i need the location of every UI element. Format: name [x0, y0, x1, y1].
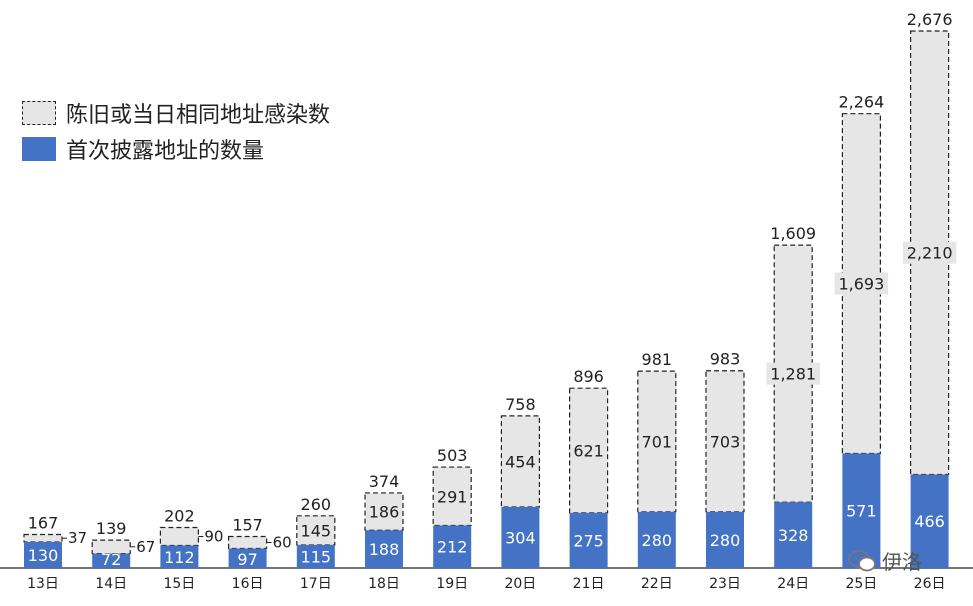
legend-label-old: 陈旧或当日相同地址感染数 — [66, 103, 331, 128]
x-tick-label: 26日 — [914, 576, 946, 592]
data-label-total: 896 — [573, 367, 604, 386]
bar-segment-new — [501, 506, 540, 568]
data-label-new: 275 — [573, 531, 604, 550]
bar-segment-old — [159, 526, 199, 547]
x-tick-label: 17日 — [300, 576, 332, 592]
data-label-new: 280 — [642, 531, 673, 550]
bar-segment-new — [24, 541, 62, 568]
data-label-old: 145 — [301, 521, 332, 540]
data-label-new: 304 — [505, 528, 536, 547]
data-label-new: 571 — [846, 502, 877, 521]
data-label-new: 212 — [437, 538, 468, 557]
bar-segment-old — [228, 535, 268, 550]
data-label-total: 2,676 — [907, 10, 953, 29]
x-tick-label: 21日 — [573, 576, 605, 592]
data-label-new: 130 — [28, 546, 59, 565]
data-label-new: 115 — [301, 547, 332, 566]
data-label-new: 328 — [778, 526, 809, 545]
data-label-total: 260 — [301, 495, 332, 514]
data-label-old-bg — [503, 450, 538, 473]
data-label-old-bg — [707, 430, 743, 453]
bar-segment-new — [92, 553, 131, 568]
legend-label-new: 首次披露地址的数量 — [66, 139, 265, 164]
data-label-total: 157 — [232, 515, 263, 534]
data-label-old: 67 — [136, 538, 155, 556]
data-label-old: 1,693 — [838, 275, 884, 294]
data-label-total: 981 — [642, 350, 673, 369]
x-tick-label: 20日 — [504, 576, 536, 592]
watermark-text: 伊洛 — [882, 550, 922, 574]
data-label-old: 703 — [710, 432, 741, 451]
x-tick-label: 22日 — [641, 576, 673, 592]
data-label-old-bg — [834, 272, 889, 295]
data-label-total: 139 — [96, 519, 127, 538]
bar-segment-new — [774, 502, 813, 568]
data-label-old: 454 — [505, 452, 536, 471]
legend-swatch-old — [22, 101, 56, 125]
data-label-total: 983 — [710, 350, 741, 369]
wechat-icon — [848, 549, 876, 571]
data-label-old-bg — [902, 241, 957, 264]
x-tick-label: 16日 — [232, 576, 264, 592]
bar-segment-new — [706, 511, 744, 568]
bar-segment-new — [160, 545, 199, 568]
data-label-total: 2,264 — [838, 93, 884, 112]
bar-segment-new — [433, 525, 472, 568]
data-label-new: 72 — [101, 550, 121, 569]
data-label-new: 466 — [914, 512, 945, 531]
legend-item-new: 首次披露地址的数量 — [22, 136, 330, 164]
data-label-old-bg — [366, 500, 402, 523]
watermark: 伊洛 — [848, 546, 922, 575]
data-label-total: 374 — [369, 472, 400, 491]
bar-segment-old — [23, 533, 63, 543]
x-tick-label: 14日 — [95, 576, 127, 592]
data-label-new: 280 — [710, 531, 741, 550]
x-tick-label: 25日 — [845, 576, 877, 592]
data-label-new: 97 — [237, 550, 257, 569]
data-label-old-bg — [639, 430, 675, 453]
bar-segment-new — [228, 548, 267, 568]
bar-segment-new — [637, 511, 676, 568]
x-tick-label: 23日 — [709, 576, 741, 592]
data-label-old: 1,281 — [770, 365, 816, 384]
labels-group: 130 37 167 13日 72 67 139 14日 112 90 202 15日 97 60 157 1… — [27, 10, 957, 592]
data-label-old: 621 — [573, 442, 604, 461]
data-label-total: 202 — [164, 506, 195, 525]
data-label-old: 60 — [273, 534, 292, 552]
data-label-old-bg — [298, 519, 334, 542]
bar-segment-new — [910, 474, 949, 568]
legend: 陈旧或当日相同地址感染数 首次披露地址的数量 — [22, 100, 330, 172]
data-label-old: 186 — [369, 503, 400, 522]
bar-segment-new — [842, 453, 881, 568]
bar-segment-new — [365, 530, 403, 568]
x-tick-label: 19日 — [436, 576, 468, 592]
data-label-old-bg — [766, 362, 820, 385]
bar-segment-new — [569, 512, 608, 568]
x-tick-label: 24日 — [777, 576, 809, 592]
data-label-total: 758 — [505, 395, 536, 414]
data-label-total: 167 — [28, 513, 59, 532]
data-label-old: 701 — [642, 432, 673, 451]
data-label-old-bg — [434, 485, 470, 508]
x-tick-label: 18日 — [368, 576, 400, 592]
x-tick-label: 13日 — [27, 576, 59, 592]
legend-swatch-new — [22, 137, 56, 161]
data-label-old: 37 — [68, 529, 87, 547]
legend-item-old: 陈旧或当日相同地址感染数 — [22, 100, 331, 128]
data-label-total: 503 — [437, 446, 468, 465]
data-label-total: 1,609 — [770, 224, 816, 243]
data-label-old: 90 — [204, 527, 223, 545]
data-label-old: 2,210 — [907, 244, 953, 263]
data-label-new: 112 — [164, 548, 195, 567]
x-tick-label: 15日 — [163, 576, 195, 592]
bar-segment-new — [296, 544, 335, 568]
data-label-old: 291 — [437, 487, 468, 506]
data-label-new: 188 — [369, 540, 400, 559]
data-label-old-bg — [571, 439, 606, 462]
